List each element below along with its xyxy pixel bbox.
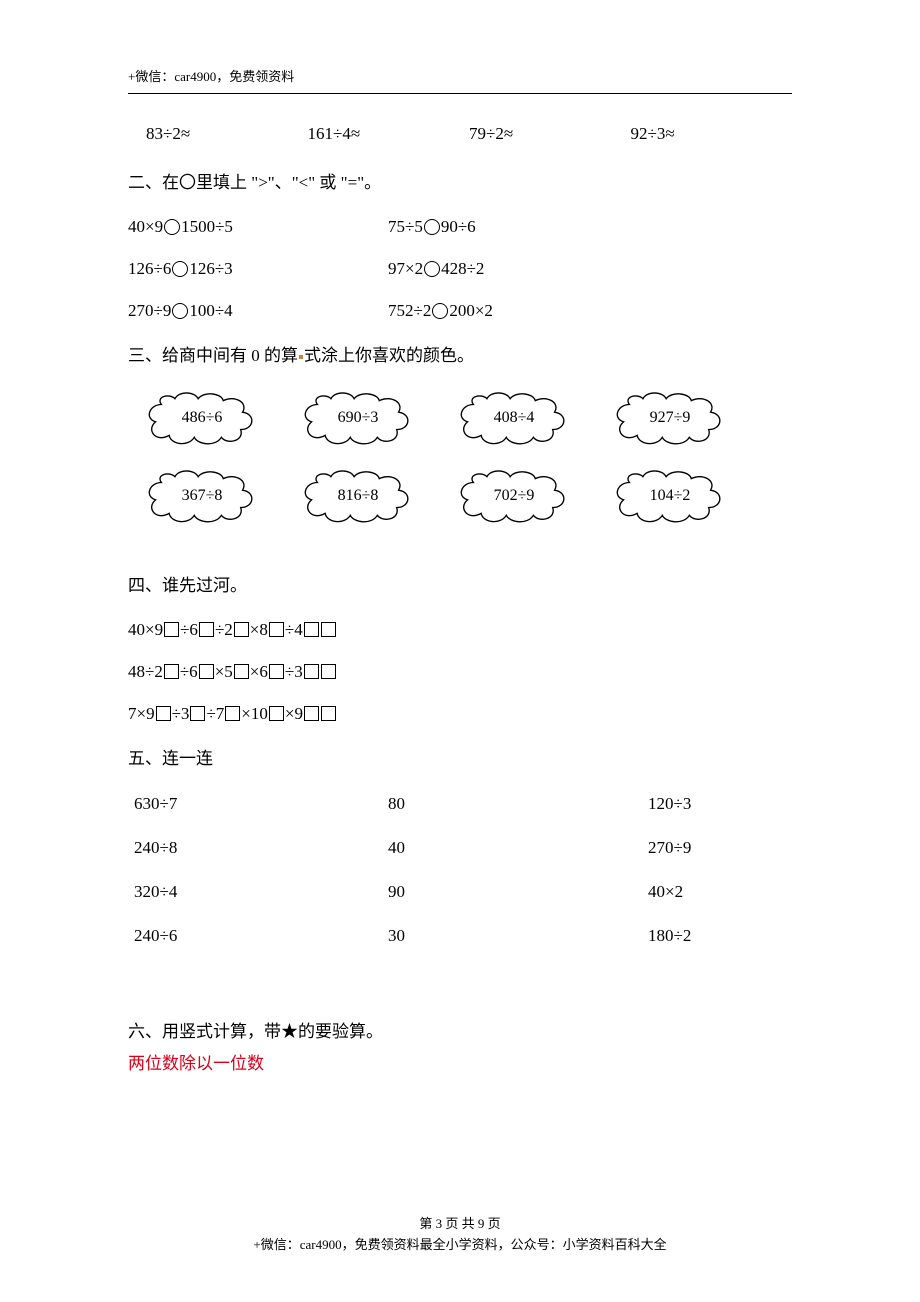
approx-2: 161÷4≈ (308, 122, 470, 146)
cloud-item: 927÷9 (612, 391, 728, 445)
cloud-label: 702÷9 (494, 487, 535, 505)
header-divider (128, 93, 792, 94)
compare-left: 126÷6126÷3 (128, 259, 388, 279)
blank-box-icon (234, 622, 249, 637)
blank-box-icon (199, 622, 214, 637)
sequence-line: 7×9÷3÷7×10×9 (128, 704, 792, 724)
compare-left: 270÷9100÷4 (128, 301, 388, 321)
blank-box-icon (304, 706, 319, 721)
blank-circle-icon (164, 219, 180, 235)
match-middle: 80 (388, 794, 648, 814)
blank-circle-icon (172, 303, 188, 319)
blank-circle-icon (172, 261, 188, 277)
compare-right: 75÷590÷6 (388, 217, 476, 237)
compare-row: 40×91500÷575÷590÷6 (128, 217, 792, 237)
match-row: 320÷49040×2 (128, 882, 792, 902)
cloud-item: 816÷8 (300, 469, 416, 523)
match-right: 120÷3 (648, 794, 691, 814)
match-left: 630÷7 (128, 794, 388, 814)
header-note: +微信：car4900，免费领资料 (128, 66, 792, 85)
approx-3: 79÷2≈ (469, 122, 631, 146)
sequence-line: 48÷2÷6×5×6÷3 (128, 662, 792, 682)
cloud-label: 486÷6 (182, 409, 223, 427)
cloud-area: 486÷6 690÷3 408÷4 927÷9 367÷8 816÷8 702÷… (128, 391, 792, 523)
blank-box-icon (269, 706, 284, 721)
cloud-label: 690÷3 (338, 409, 379, 427)
section3-title: 三、给商中间有 0 的算式涂上你喜欢的颜色。 (128, 343, 792, 369)
blank-circle-icon (432, 303, 448, 319)
section4-title: 四、谁先过河。 (128, 573, 792, 599)
blank-box-icon (164, 664, 179, 679)
match-table: 630÷780120÷3 240÷840270÷9 320÷49040×2 240÷6… (128, 794, 792, 946)
cloud-item: 367÷8 (144, 469, 260, 523)
compare-right: 752÷2200×2 (388, 301, 493, 321)
section6-title: 六、用竖式计算，带★的要验算。 (128, 1016, 792, 1048)
match-right: 180÷2 (648, 926, 691, 946)
blank-box-icon (234, 664, 249, 679)
match-row: 240÷630180÷2 (128, 926, 792, 946)
match-middle: 90 (388, 882, 648, 902)
cloud-label: 816÷8 (338, 487, 379, 505)
match-left: 240÷8 (128, 838, 388, 858)
match-right: 40×2 (648, 882, 683, 902)
blank-circle-icon (424, 261, 440, 277)
blank-box-icon (190, 706, 205, 721)
match-middle: 40 (388, 838, 648, 858)
blank-box-icon (156, 706, 171, 721)
section6-subtitle: 两位数除以一位数 (128, 1048, 792, 1080)
sequence-line: 40×9÷6÷2×8÷4 (128, 620, 792, 640)
approx-row: 83÷2≈ 161÷4≈ 79÷2≈ 92÷3≈ (128, 122, 792, 146)
blank-box-icon (304, 622, 319, 637)
cloud-item: 486÷6 (144, 391, 260, 445)
match-row: 240÷840270÷9 (128, 838, 792, 858)
blank-box-icon (269, 664, 284, 679)
compare-row: 270÷9100÷4752÷2200×2 (128, 301, 792, 321)
approx-1: 83÷2≈ (128, 122, 308, 146)
section3-title-b: 式涂上你喜欢的颜色。 (304, 346, 474, 365)
cloud-row: 367÷8 816÷8 702÷9 104÷2 (128, 469, 792, 523)
cloud-label: 104÷2 (650, 487, 691, 505)
blank-box-icon (225, 706, 240, 721)
match-left: 320÷4 (128, 882, 388, 902)
blank-box-icon (321, 622, 336, 637)
blank-box-icon (269, 622, 284, 637)
cloud-row: 486÷6 690÷3 408÷4 927÷9 (128, 391, 792, 445)
cloud-item: 104÷2 (612, 469, 728, 523)
section3-title-a: 三、给商中间有 0 的算 (128, 346, 298, 365)
footer-line2: +微信：car4900，免费领资料最全小学资料，公众号：小学资料百科大全 (0, 1235, 920, 1256)
blank-box-icon (321, 706, 336, 721)
approx-4: 92÷3≈ (631, 122, 793, 146)
match-row: 630÷780120÷3 (128, 794, 792, 814)
cloud-item: 702÷9 (456, 469, 572, 523)
cloud-label: 367÷8 (182, 487, 223, 505)
footer-page: 第 3 页 共 9 页 (0, 1214, 920, 1235)
compare-left: 40×91500÷5 (128, 217, 388, 237)
compare-right: 97×2428÷2 (388, 259, 484, 279)
blank-box-icon (321, 664, 336, 679)
page-footer: 第 3 页 共 9 页 +微信：car4900，免费领资料最全小学资料，公众号：… (0, 1214, 920, 1256)
cloud-item: 408÷4 (456, 391, 572, 445)
blank-circle-icon (424, 219, 440, 235)
section2-title: 二、在〇里填上 ">"、"<" 或 "="。 (128, 170, 792, 196)
match-middle: 30 (388, 926, 648, 946)
compare-row: 126÷6126÷397×2428÷2 (128, 259, 792, 279)
blank-box-icon (164, 622, 179, 637)
blank-box-icon (199, 664, 214, 679)
section5-title: 五、连一连 (128, 746, 792, 772)
cloud-label: 927÷9 (650, 409, 691, 427)
cloud-label: 408÷4 (494, 409, 535, 427)
match-right: 270÷9 (648, 838, 691, 858)
blank-box-icon (304, 664, 319, 679)
cloud-item: 690÷3 (300, 391, 416, 445)
inline-dot-icon (299, 355, 303, 359)
section6-area: 六、用竖式计算，带★的要验算。 两位数除以一位数 (128, 1016, 792, 1081)
match-left: 240÷6 (128, 926, 388, 946)
